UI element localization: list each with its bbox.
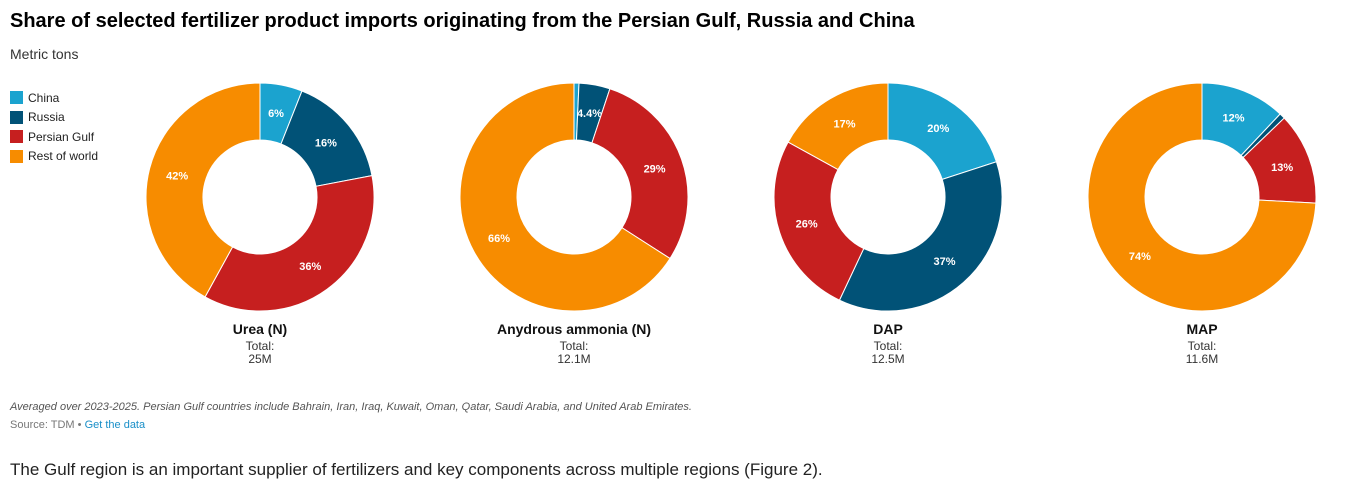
total-label: Total: [873,339,903,353]
donut-name: DAP [873,321,903,337]
legend-label: China [28,90,60,105]
donut-caption: Urea (N) Total: 25M [140,321,380,366]
source-line: Source: TDM • Get the data [10,419,145,431]
slice-label: 6% [268,108,284,120]
legend-swatch [10,149,23,163]
legend-swatch [10,91,23,105]
slice-rest-of-world[interactable] [1087,82,1317,312]
slice-rest-of-world[interactable] [145,82,261,298]
get-data-link[interactable]: Get the data [84,419,146,431]
legend-label: Russia [28,110,65,125]
donut-0: 6% 16% 36% 42% [145,82,375,312]
donut-charts: 6% 16% 36% 42% 4.4% 29% 66% 20% 37% 26% 17% 12% 13% 7… [145,82,1317,312]
legend-label: Rest of world [28,149,99,164]
slice-china[interactable] [887,82,998,181]
donut-2: 20% 37% 26% 17% [773,82,1003,312]
legend-swatch [10,130,23,144]
body-paragraph: The Gulf region is an important supplier… [10,460,823,479]
legend-label: Persian Gulf [28,129,95,144]
slice-label: 12% [1223,113,1245,125]
total-value: 12.1M [557,352,591,366]
slice-persian-gulf[interactable] [773,141,865,301]
legend-item: Russia [10,108,98,128]
source-text: Source: TDM • [10,419,85,431]
slice-label: 13% [1271,162,1293,174]
total-label: Total: [245,339,275,353]
slice-persian-gulf[interactable] [204,175,375,312]
footnote: Averaged over 2023-2025. Persian Gulf co… [10,401,692,413]
total-value: 11.6M [1185,352,1219,366]
slice-label: 37% [934,256,956,268]
donut-name: Urea (N) [232,321,288,337]
donut-caption: MAP Total: 11.6M [1082,321,1322,366]
slice-label: 29% [644,163,666,175]
slice-label: 17% [833,118,855,130]
slice-label: 36% [299,261,321,273]
legend-item: Persian Gulf [10,127,98,147]
donut-1: 4.4% 29% 66% [459,82,689,312]
donut-name: MAP [1186,321,1218,337]
slice-russia[interactable] [838,161,1003,312]
legend: China Russia Persian Gulf Rest of world [10,88,98,166]
slice-label: 74% [1129,251,1151,263]
slice-label: 16% [315,138,337,150]
chart-title: Share of selected fertilizer product imp… [10,10,915,32]
donut-3: 12% 13% 74% [1087,82,1317,312]
donut-caption: Anydrous ammonia (N) Total: 12.1M [454,321,694,366]
slice-label: 42% [166,171,188,183]
total-value: 25M [248,352,272,366]
legend-swatch [10,110,23,124]
legend-item: China [10,88,98,108]
slice-label: 66% [488,233,510,245]
total-value: 12.5M [871,352,905,366]
slice-rest-of-world[interactable] [459,82,671,312]
slice-label: 26% [796,218,818,230]
total-label: Total: [1187,339,1217,353]
slice-label: 4.4% [577,108,602,120]
donut-name: Anydrous ammonia (N) [496,321,651,337]
legend-item: Rest of world [10,147,98,167]
slice-persian-gulf[interactable] [591,88,689,260]
total-label: Total: [559,339,589,353]
slice-label: 20% [927,123,949,135]
donut-caption: DAP Total: 12.5M [768,321,1008,366]
chart-subtitle: Metric tons [10,46,79,62]
slice-rest-of-world[interactable] [787,82,889,171]
